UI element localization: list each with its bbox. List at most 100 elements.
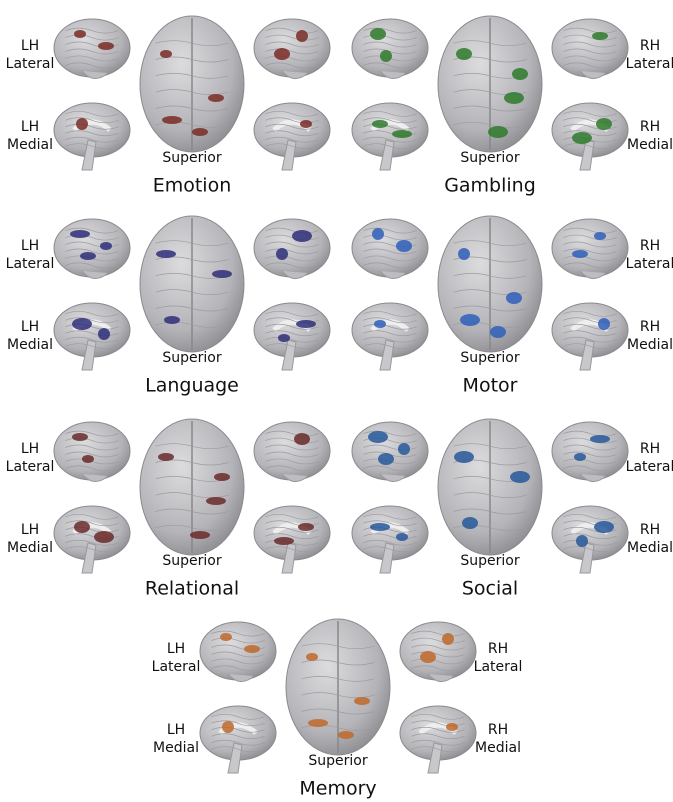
hemisphere-label: RH bbox=[640, 38, 660, 54]
lateral-brain bbox=[352, 422, 428, 480]
lateral-brain bbox=[54, 19, 130, 77]
activation-blob bbox=[572, 250, 588, 258]
lateral-brain bbox=[552, 19, 628, 77]
panel: SuperiorEmotionLHLateralLHMedial bbox=[6, 16, 330, 197]
activation-blob bbox=[396, 240, 412, 252]
hemisphere-label: LH bbox=[21, 38, 39, 54]
view-label: Superior bbox=[162, 350, 221, 366]
activation-blob bbox=[74, 30, 86, 38]
hemisphere-label: LH bbox=[21, 319, 39, 335]
hemisphere-label: Medial bbox=[475, 740, 521, 756]
activation-blob bbox=[214, 473, 230, 481]
activation-blob bbox=[392, 130, 412, 138]
activation-blob bbox=[192, 128, 208, 136]
activation-blob bbox=[158, 453, 174, 461]
activation-blob bbox=[374, 320, 386, 328]
activation-blob bbox=[398, 443, 410, 455]
activation-blob bbox=[212, 270, 232, 278]
view-label: Superior bbox=[460, 553, 519, 569]
activation-blob bbox=[576, 535, 588, 547]
lateral-brain bbox=[254, 422, 330, 480]
activation-blob bbox=[456, 48, 472, 60]
hemisphere-label: Medial bbox=[7, 137, 53, 153]
lateral-brain bbox=[400, 622, 476, 680]
activation-blob bbox=[164, 316, 180, 324]
panel: Superior Language LH Lateral LH Medial bbox=[6, 216, 330, 397]
lateral-brain bbox=[200, 622, 276, 680]
hemisphere-label: LH bbox=[21, 238, 39, 254]
activation-blob bbox=[338, 731, 354, 739]
activation-blob bbox=[378, 453, 394, 465]
hemisphere-label: RH bbox=[640, 119, 660, 135]
activation-blob bbox=[296, 320, 316, 328]
lateral-brain bbox=[552, 219, 628, 277]
activation-blob bbox=[300, 120, 312, 128]
activation-blob bbox=[460, 314, 480, 326]
lateral-brain bbox=[254, 19, 330, 77]
hemisphere-label: Lateral bbox=[152, 659, 201, 675]
activation-blob bbox=[208, 94, 224, 102]
activation-blob bbox=[292, 230, 312, 242]
activation-blob bbox=[372, 120, 388, 128]
activation-blob bbox=[76, 118, 88, 130]
view-label: Superior bbox=[460, 150, 519, 166]
activation-blob bbox=[74, 521, 90, 533]
activation-blob bbox=[162, 116, 182, 124]
activation-blob bbox=[572, 132, 592, 144]
hemisphere-label: Lateral bbox=[626, 459, 673, 475]
activation-blob bbox=[98, 328, 110, 340]
activation-blob bbox=[512, 68, 528, 80]
lateral-brain bbox=[254, 219, 330, 277]
activation-blob bbox=[368, 431, 388, 443]
activation-blob bbox=[488, 126, 508, 138]
activation-blob bbox=[506, 292, 522, 304]
activation-blob bbox=[206, 497, 226, 505]
activation-blob bbox=[278, 334, 290, 342]
activation-blob bbox=[594, 232, 606, 240]
activation-blob bbox=[592, 32, 608, 40]
hemisphere-label: LH bbox=[167, 722, 185, 738]
activation-blob bbox=[354, 697, 370, 705]
lateral-brain bbox=[54, 422, 130, 480]
hemisphere-label: Lateral bbox=[626, 256, 673, 272]
hemisphere-label: Medial bbox=[627, 337, 673, 353]
activation-blob bbox=[596, 118, 612, 130]
figure: SuperiorEmotionLHLateralLHMedialSuperior… bbox=[0, 0, 673, 802]
panel-title: Relational bbox=[145, 578, 239, 600]
hemisphere-label: Medial bbox=[7, 540, 53, 556]
hemisphere-label: Lateral bbox=[6, 256, 55, 272]
activation-blob bbox=[504, 92, 524, 104]
activation-blob bbox=[306, 653, 318, 661]
activation-blob bbox=[294, 433, 310, 445]
activation-blob bbox=[574, 453, 586, 461]
hemisphere-label: Lateral bbox=[626, 56, 673, 72]
activation-blob bbox=[190, 531, 210, 539]
hemisphere-label: Medial bbox=[7, 337, 53, 353]
activation-blob bbox=[244, 645, 260, 653]
activation-blob bbox=[490, 326, 506, 338]
view-label: Superior bbox=[460, 350, 519, 366]
activation-blob bbox=[296, 30, 308, 42]
lateral-brain bbox=[352, 19, 428, 77]
activation-blob bbox=[590, 435, 610, 443]
activation-blob bbox=[70, 230, 90, 238]
activation-blob bbox=[598, 318, 610, 330]
hemisphere-label: RH bbox=[640, 319, 660, 335]
panel-title: Emotion bbox=[153, 175, 232, 197]
activation-blob bbox=[510, 471, 530, 483]
panel: SuperiorGamblingRHLateralRHMedial bbox=[352, 16, 673, 197]
activation-blob bbox=[396, 533, 408, 541]
activation-blob bbox=[160, 50, 172, 58]
panel-title: Language bbox=[145, 375, 239, 397]
hemisphere-label: RH bbox=[640, 238, 660, 254]
hemisphere-label: RH bbox=[488, 641, 508, 657]
activation-blob bbox=[156, 250, 176, 258]
hemisphere-label: Medial bbox=[153, 740, 199, 756]
hemisphere-label: LH bbox=[167, 641, 185, 657]
activation-blob bbox=[380, 50, 392, 62]
activation-blob bbox=[458, 248, 470, 260]
lateral-brain bbox=[352, 219, 428, 277]
hemisphere-label: Lateral bbox=[6, 459, 55, 475]
view-label: Superior bbox=[162, 553, 221, 569]
